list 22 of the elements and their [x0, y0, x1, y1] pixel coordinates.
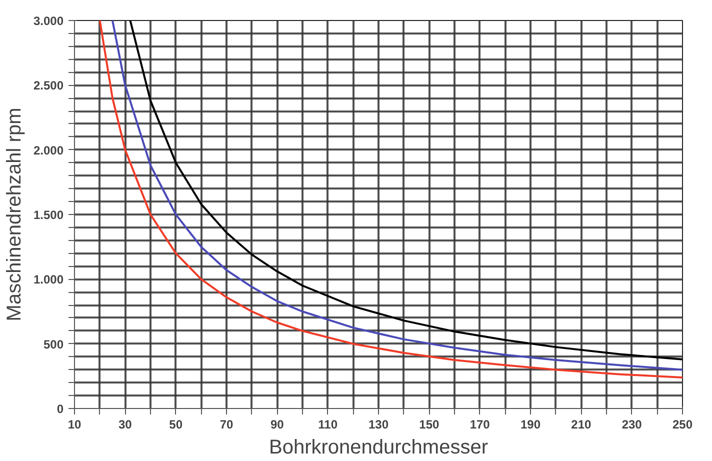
- x-tick-label: 50: [169, 418, 183, 432]
- x-tick-label: 150: [419, 418, 440, 432]
- y-tick-label: 1.000: [33, 272, 64, 287]
- x-axis-title: Bohrkronendurchmesser: [269, 436, 488, 458]
- y-tick-label: 0: [56, 402, 64, 416]
- y-tick-label: 3.000: [33, 14, 64, 28]
- y-tick-label: 2.500: [33, 78, 64, 93]
- y-tick-label: 1.500: [33, 208, 64, 222]
- x-tick-label: 190: [520, 418, 541, 432]
- y-axis-title: Maschinendrehzahl rpm: [3, 108, 26, 322]
- x-tick-label: 10: [68, 418, 82, 432]
- x-tick-label: 110: [318, 418, 338, 432]
- y-tick-label: 500: [43, 337, 64, 352]
- x-tick-label: 210: [571, 418, 592, 432]
- x-tick-label: 130: [368, 418, 389, 432]
- x-tick-label: 30: [118, 418, 132, 432]
- x-tick-label: 70: [220, 418, 234, 432]
- x-tick-label: 250: [672, 418, 693, 432]
- x-tick-label: 170: [470, 418, 490, 432]
- x-tick-label: 230: [622, 418, 642, 432]
- y-tick-label: 2.000: [33, 143, 64, 158]
- x-tick-label: 90: [270, 418, 284, 432]
